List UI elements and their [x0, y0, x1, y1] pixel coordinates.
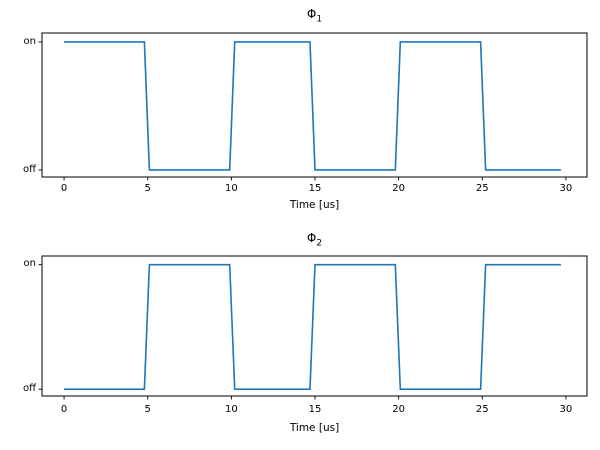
subplot1-xlabel: Time [us]	[289, 199, 340, 211]
subplot2-waveform-line	[64, 263, 561, 390]
subplot2-ytick-on: on	[23, 258, 36, 269]
subplot1-xtick-label-25: 25	[475, 183, 489, 194]
subplot1-title-text: Φ	[306, 7, 317, 21]
subplot2-ytick-off: off	[22, 383, 36, 394]
subplot1-xtick-label-15: 15	[308, 183, 322, 194]
subplot1-xtick-label-5: 5	[144, 183, 151, 194]
subplot1-title-subscript: 1	[316, 14, 323, 25]
subplot2-xtick-label-0: 0	[60, 404, 68, 415]
subplot2-axes-frame	[41, 255, 588, 397]
subplot1-waveform-line	[64, 41, 561, 171]
subplot2-xtick-label-25: 25	[475, 404, 489, 415]
subplot2-xlabel: Time [us]	[289, 422, 340, 434]
subplot1-xtick-label-30: 30	[559, 183, 573, 194]
subplot2-xtick-label-20: 20	[392, 404, 406, 415]
subplot1-ytick-on: on	[23, 36, 36, 47]
subplot2-title-subscript: 2	[316, 238, 323, 249]
subplot1-ytick-off: off	[22, 164, 36, 175]
subplot2-xtick-label-10: 10	[224, 404, 238, 415]
subplot1-title: Φ1	[42, 7, 587, 27]
subplot1-xtick-label-20: 20	[392, 183, 406, 194]
subplot1-xtick-label-0: 0	[60, 183, 68, 194]
subplot1-axes-frame	[41, 32, 588, 178]
subplot2-xtick-label-30: 30	[559, 404, 573, 415]
subplot2-xtick-label-5: 5	[144, 404, 151, 415]
subplot2-xtick-label-15: 15	[308, 404, 322, 415]
subplot1-xtick-label-10: 10	[224, 183, 238, 194]
subplot2-title: Φ2	[42, 231, 587, 251]
subplot2-title-text: Φ	[306, 231, 317, 245]
